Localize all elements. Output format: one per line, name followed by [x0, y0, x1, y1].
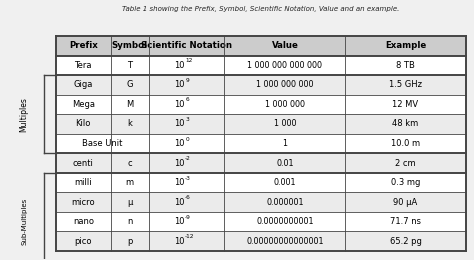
Bar: [55, 173, 465, 192]
Text: -9: -9: [185, 214, 191, 220]
Text: c: c: [128, 159, 132, 167]
Text: p: p: [127, 237, 132, 246]
Text: k: k: [128, 120, 132, 128]
Text: 10: 10: [173, 139, 184, 148]
Text: 10: 10: [173, 237, 184, 246]
Bar: [55, 56, 465, 75]
Text: T: T: [128, 61, 132, 70]
Text: 10: 10: [173, 217, 184, 226]
Text: 1 000 000: 1 000 000: [265, 100, 305, 109]
Text: Table 1 showing the Prefix, Symbol, Scientific Notation, Value and an example.: Table 1 showing the Prefix, Symbol, Scie…: [122, 5, 399, 12]
Text: Multiples: Multiples: [19, 97, 28, 132]
Text: Tera: Tera: [74, 61, 92, 70]
Text: 1 000 000 000: 1 000 000 000: [256, 80, 314, 89]
Text: -2: -2: [185, 156, 191, 161]
Text: μ: μ: [127, 198, 132, 207]
Text: Value: Value: [272, 41, 299, 50]
Text: 0.00000000000001: 0.00000000000001: [246, 237, 324, 246]
Text: 48 km: 48 km: [392, 120, 419, 128]
Text: 6: 6: [185, 98, 189, 102]
Text: Mega: Mega: [72, 100, 95, 109]
Bar: [55, 212, 465, 231]
Text: 10: 10: [173, 178, 184, 187]
Text: 65.2 pg: 65.2 pg: [390, 237, 421, 246]
Text: M: M: [126, 100, 133, 109]
Text: 71.7 ns: 71.7 ns: [390, 217, 421, 226]
Bar: [55, 95, 465, 114]
Text: Example: Example: [385, 41, 426, 50]
Bar: [55, 36, 465, 56]
Text: 10: 10: [173, 80, 184, 89]
Text: nano: nano: [73, 217, 94, 226]
Text: 10: 10: [173, 100, 184, 109]
Text: Giga: Giga: [73, 80, 93, 89]
Text: 1.5 GHz: 1.5 GHz: [389, 80, 422, 89]
Text: 0.000001: 0.000001: [266, 198, 304, 207]
Bar: [55, 153, 465, 173]
Text: -12: -12: [185, 234, 195, 239]
Text: 10: 10: [173, 61, 184, 70]
Text: micro: micro: [72, 198, 95, 207]
Text: 90 μA: 90 μA: [393, 198, 418, 207]
Text: 12 MV: 12 MV: [392, 100, 419, 109]
Text: pico: pico: [74, 237, 92, 246]
Bar: [55, 114, 465, 134]
Text: G: G: [127, 80, 133, 89]
Text: 10.0 m: 10.0 m: [391, 139, 420, 148]
Text: 0.01: 0.01: [276, 159, 294, 167]
Bar: [55, 134, 465, 153]
Text: 9: 9: [185, 78, 189, 83]
Text: 0: 0: [185, 136, 189, 141]
Text: 1 000 000 000 000: 1 000 000 000 000: [247, 61, 322, 70]
Text: 0.001: 0.001: [273, 178, 296, 187]
Text: 10: 10: [173, 159, 184, 167]
Text: m: m: [126, 178, 134, 187]
Text: 0.0000000001: 0.0000000001: [256, 217, 314, 226]
Text: -6: -6: [185, 195, 191, 200]
Text: 10: 10: [173, 198, 184, 207]
Text: 10: 10: [173, 120, 184, 128]
Text: 8 TB: 8 TB: [396, 61, 415, 70]
Text: milli: milli: [74, 178, 92, 187]
Text: n: n: [127, 217, 132, 226]
Text: 0.3 mg: 0.3 mg: [391, 178, 420, 187]
Text: centi: centi: [73, 159, 94, 167]
Text: Sub-Multiples: Sub-Multiples: [21, 198, 27, 245]
Text: Base Unit: Base Unit: [82, 139, 122, 148]
Text: Symbol: Symbol: [112, 41, 148, 50]
Text: Prefix: Prefix: [69, 41, 98, 50]
Bar: [55, 231, 465, 251]
Bar: [55, 75, 465, 95]
Text: 1: 1: [283, 139, 287, 148]
Text: 2 cm: 2 cm: [395, 159, 416, 167]
Text: Kilo: Kilo: [75, 120, 91, 128]
Text: -3: -3: [185, 176, 191, 180]
Text: 12: 12: [185, 58, 192, 63]
Text: Scientific Notation: Scientific Notation: [141, 41, 232, 50]
Bar: [55, 192, 465, 212]
Text: 1 000: 1 000: [273, 120, 296, 128]
Text: 3: 3: [185, 117, 189, 122]
